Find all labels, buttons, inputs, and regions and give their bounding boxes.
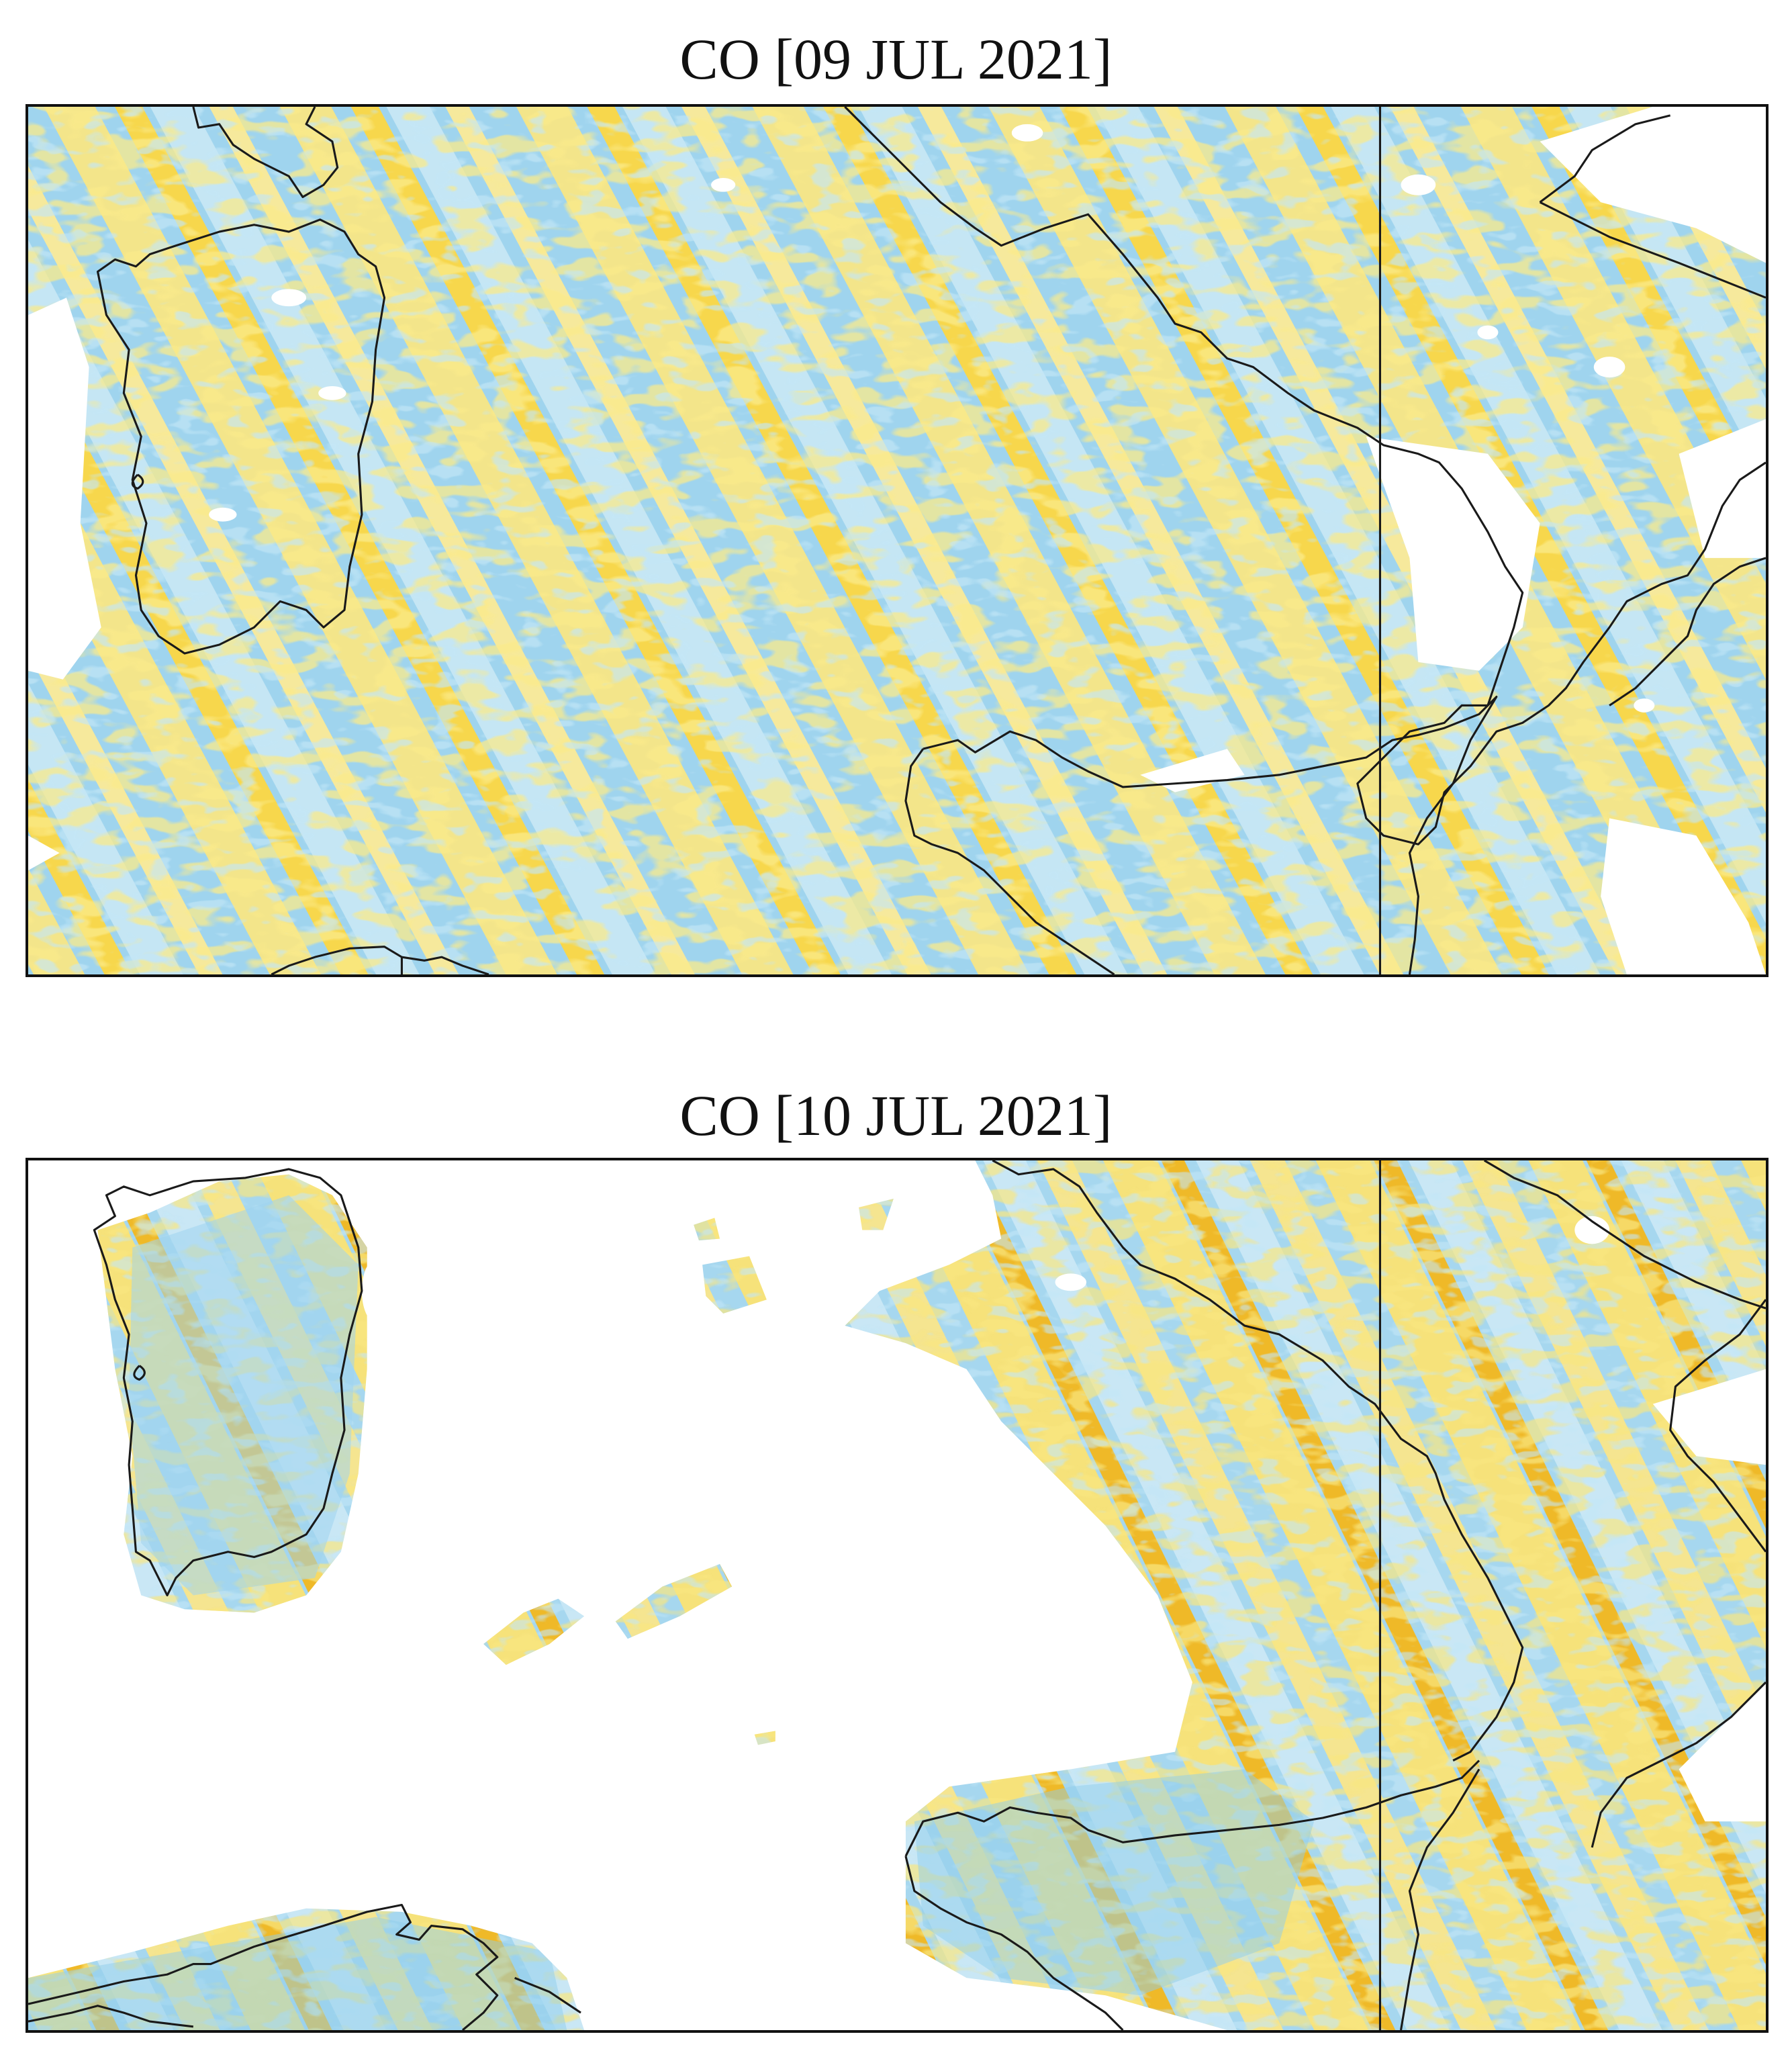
- map-09-jul-svg: [28, 107, 1766, 974]
- panel-title-09-jul: CO [09 JUL 2021]: [679, 27, 1113, 91]
- coastline: [28, 1160, 1766, 2030]
- coastline: [96, 107, 1766, 974]
- co-coverage-region: [28, 1160, 1766, 2030]
- no-data-gaps: [361, 1216, 1766, 1822]
- no-data-gaps: [28, 107, 1766, 974]
- map-panel-09-jul[interactable]: [26, 104, 1769, 977]
- map-panel-10-jul[interactable]: [26, 1158, 1769, 2033]
- map-10-jul-svg: [28, 1160, 1766, 2030]
- panel-title-10-jul: CO [10 JUL 2021]: [679, 1083, 1113, 1148]
